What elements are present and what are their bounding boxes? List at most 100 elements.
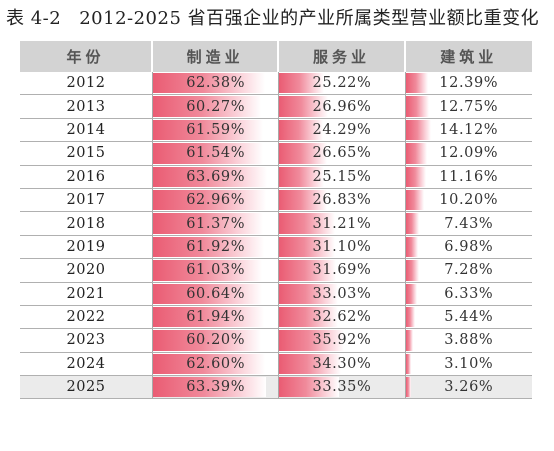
data-table: 年份 制造业 服务业 建筑业 2012 62.38% 25.22% 12.39% 201…: [20, 41, 532, 400]
year-cell: 2018: [20, 212, 153, 235]
manufacturing-cell: 61.92%: [153, 235, 280, 259]
year-label: 2018: [66, 215, 106, 232]
manufacturing-value: 60.64%: [186, 285, 246, 302]
year-cell: 2019: [20, 235, 153, 259]
table-row: 2016 63.69% 25.15% 11.16%: [20, 165, 532, 189]
construction-cell: 3.10%: [405, 353, 532, 375]
manufacturing-bar: [153, 330, 261, 351]
year-cell: 2014: [20, 118, 153, 142]
services-cell: 25.15%: [279, 165, 406, 188]
table-row: 2014 61.59% 24.29% 14.12%: [20, 118, 532, 143]
manufacturing-bar: [153, 283, 262, 304]
construction-bar: [405, 166, 426, 187]
header-manufacturing: 制造业: [153, 41, 280, 72]
construction-cell: 11.16%: [405, 166, 532, 188]
manufacturing-cell: 62.96%: [153, 188, 280, 212]
services-bar: [279, 119, 323, 141]
year-label: 2012: [66, 75, 106, 92]
construction-value: 12.39%: [439, 75, 499, 92]
manufacturing-bar: [153, 306, 264, 328]
construction-value: 6.33%: [444, 285, 494, 302]
manufacturing-value: 62.38%: [186, 75, 246, 92]
services-value: 26.83%: [312, 192, 372, 209]
year-label: 2020: [66, 262, 106, 279]
manufacturing-bar: [153, 189, 266, 211]
year-cell: 2024: [20, 352, 153, 376]
manufacturing-bar: [153, 143, 264, 164]
construction-cell: 5.44%: [405, 306, 532, 328]
year-label: 2014: [66, 121, 106, 138]
manufacturing-bar: [153, 96, 261, 117]
year-cell: 2022: [20, 305, 153, 329]
construction-value: 3.26%: [444, 379, 494, 396]
year-label: 2022: [66, 309, 106, 326]
services-cell: 24.29%: [279, 118, 406, 142]
table-row: 2013 60.27% 26.96% 12.75%: [20, 95, 532, 119]
table-row: 2021 60.64% 33.03% 6.33%: [20, 282, 532, 306]
header-construction: 建筑业: [440, 48, 498, 66]
manufacturing-bar: [153, 236, 264, 258]
year-cell: 2021: [20, 282, 153, 305]
table-caption: 表 4-2 2012-2025 省百强企业的产业所属类型营业额比重变化: [0, 0, 554, 38]
year-label: 2023: [66, 332, 106, 349]
services-cell: 31.10%: [279, 235, 406, 259]
manufacturing-bar: [153, 119, 264, 141]
manufacturing-cell: 61.37%: [153, 212, 280, 235]
year-label: 2016: [66, 168, 106, 185]
year-cell: 2016: [20, 165, 153, 188]
construction-bar: [405, 283, 417, 304]
manufacturing-bar: [153, 213, 263, 234]
services-cell: 25.22%: [279, 72, 406, 95]
services-cell: 35.92%: [279, 329, 406, 352]
table-row: 2024 62.60% 34.30% 3.10%: [20, 352, 532, 377]
year-cell: 2023: [20, 329, 153, 352]
year-cell: 2017: [20, 188, 153, 212]
manufacturing-value: 62.60%: [186, 355, 246, 372]
construction-cell: 7.28%: [405, 259, 532, 281]
table-header-row: 年份 制造业 服务业 建筑业: [20, 41, 532, 72]
year-label: 2013: [66, 98, 106, 115]
manufacturing-cell: 63.39%: [153, 376, 280, 399]
year-label: 2015: [66, 145, 106, 162]
services-cell: 34.30%: [279, 352, 406, 376]
construction-bar: [405, 143, 428, 164]
table-row: 2020 61.03% 31.69% 7.28%: [20, 259, 532, 283]
manufacturing-cell: 62.60%: [153, 352, 280, 376]
table-row: 2022 61.94% 32.62% 5.44%: [20, 305, 532, 330]
construction-cell: 7.43%: [405, 212, 532, 234]
services-value: 31.10%: [312, 238, 372, 255]
manufacturing-cell: 61.54%: [153, 142, 280, 165]
header-year: 年份: [20, 41, 153, 72]
services-value: 33.35%: [312, 379, 372, 396]
year-cell: 2012: [20, 72, 153, 95]
manufacturing-value: 61.94%: [186, 309, 246, 326]
manufacturing-cell: 63.69%: [153, 165, 280, 188]
services-value: 32.62%: [312, 309, 372, 326]
construction-cell: 3.88%: [405, 329, 532, 351]
table-row: 2023 60.20% 35.92% 3.88%: [20, 329, 532, 353]
manufacturing-value: 63.39%: [186, 379, 246, 396]
construction-cell: 6.98%: [405, 236, 532, 258]
construction-value: 12.75%: [439, 98, 499, 115]
manufacturing-cell: 60.64%: [153, 282, 280, 305]
services-bar: [279, 166, 325, 187]
services-bar: [279, 353, 341, 375]
construction-value: 5.44%: [444, 309, 494, 326]
services-value: 35.92%: [312, 332, 372, 349]
manufacturing-cell: 60.27%: [153, 95, 280, 118]
construction-bar: [405, 377, 412, 398]
table-row: 2017 62.96% 26.83% 10.20%: [20, 188, 532, 213]
caption-number: 表 4-2: [6, 8, 62, 29]
table-row: 2025 63.39% 33.35% 3.26%: [20, 376, 532, 400]
manufacturing-cell: 61.59%: [153, 118, 280, 142]
header-services: 服务业: [279, 41, 406, 72]
services-cell: 26.96%: [279, 95, 406, 118]
construction-cell: 6.33%: [405, 283, 532, 305]
caption-title: 2012-2025 省百强企业的产业所属类型营业额比重变化: [79, 8, 540, 29]
year-cell: 2013: [20, 95, 153, 118]
construction-value: 11.16%: [439, 168, 499, 185]
construction-cell: 12.39%: [405, 72, 532, 94]
year-label: 2019: [66, 238, 106, 255]
year-label: 2017: [66, 192, 106, 209]
services-value: 33.03%: [312, 285, 372, 302]
